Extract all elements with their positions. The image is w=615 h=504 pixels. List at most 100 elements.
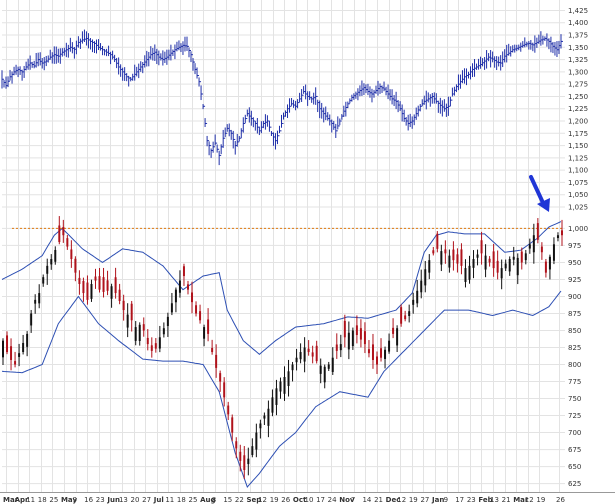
candle bbox=[30, 309, 33, 333]
y-tick-label: 1,350 bbox=[568, 44, 588, 52]
candle-body bbox=[66, 238, 69, 247]
y-tick-label: 850 bbox=[568, 327, 581, 335]
x-tick-day-label: 9 bbox=[444, 496, 448, 504]
candle-body bbox=[404, 315, 407, 320]
candle bbox=[162, 322, 165, 338]
candle bbox=[174, 287, 177, 313]
y-tick-label: 1,175 bbox=[568, 130, 588, 138]
x-tick-day-label: 18 bbox=[177, 496, 186, 504]
candle bbox=[54, 246, 57, 265]
candle bbox=[195, 301, 198, 317]
candle-body bbox=[283, 376, 286, 394]
candle-body bbox=[223, 382, 226, 398]
price-bar bbox=[212, 141, 216, 153]
candle-body bbox=[524, 253, 527, 261]
x-tick-day-label: 9 bbox=[73, 496, 77, 504]
y-tick-label: 1,125 bbox=[568, 154, 588, 162]
candle bbox=[126, 303, 129, 338]
candle-body bbox=[331, 357, 334, 372]
candle bbox=[227, 401, 230, 421]
candle bbox=[94, 268, 97, 289]
x-tick-day-label: 13 bbox=[119, 496, 128, 504]
candle-body bbox=[528, 244, 531, 249]
x-tick-day-label: 27 bbox=[142, 496, 151, 504]
candle bbox=[315, 340, 318, 364]
candle-body bbox=[30, 313, 33, 326]
candle bbox=[339, 334, 342, 358]
candle-body bbox=[311, 352, 314, 357]
candle bbox=[38, 284, 41, 309]
price-bar bbox=[186, 36, 189, 51]
candle bbox=[26, 331, 29, 357]
grid-layer bbox=[2, 0, 565, 492]
candle bbox=[82, 277, 85, 302]
price-bar bbox=[232, 130, 236, 149]
price-bar bbox=[204, 118, 208, 128]
candle-body bbox=[351, 330, 354, 347]
price-bar bbox=[208, 141, 212, 156]
candle bbox=[544, 258, 547, 278]
candle-body bbox=[287, 371, 290, 387]
candle-body bbox=[62, 226, 65, 236]
price-bar bbox=[224, 127, 228, 138]
candle-body bbox=[110, 286, 113, 299]
candle bbox=[540, 242, 543, 260]
candle-body bbox=[259, 423, 262, 429]
y-tick-label: 875 bbox=[568, 310, 581, 318]
candle bbox=[287, 359, 290, 397]
y-tick-label: 1,275 bbox=[568, 81, 588, 89]
candle-body bbox=[90, 283, 93, 299]
x-tick-day-label: 11 bbox=[26, 496, 35, 504]
candle bbox=[376, 351, 378, 374]
candle bbox=[460, 243, 463, 275]
candle bbox=[239, 444, 242, 472]
candle-body bbox=[424, 269, 427, 286]
y-tick-label: 1,225 bbox=[568, 105, 588, 113]
x-tick-day-label: 12 bbox=[525, 496, 534, 504]
candle-body bbox=[255, 432, 258, 450]
candle bbox=[412, 292, 415, 314]
price-bar bbox=[192, 58, 196, 71]
candle bbox=[436, 231, 439, 253]
bollinger-bands bbox=[1, 221, 562, 488]
candle bbox=[178, 270, 181, 298]
candle bbox=[6, 331, 9, 355]
price-bar bbox=[244, 114, 248, 123]
candle-body bbox=[416, 290, 419, 304]
candle-body bbox=[279, 381, 282, 392]
candle-body bbox=[380, 348, 383, 358]
candle-body bbox=[215, 354, 218, 368]
y-tick-label: 750 bbox=[568, 395, 581, 403]
candle bbox=[142, 317, 145, 337]
candle-body bbox=[520, 251, 523, 263]
candle-body bbox=[512, 256, 515, 260]
candle bbox=[359, 319, 362, 348]
price-bar bbox=[202, 104, 206, 110]
candle bbox=[319, 358, 322, 384]
price-bar bbox=[190, 51, 194, 63]
candle bbox=[380, 338, 383, 362]
candle bbox=[484, 244, 487, 278]
candle bbox=[118, 283, 121, 305]
candle bbox=[488, 256, 491, 267]
candle-body bbox=[448, 255, 451, 268]
candle bbox=[46, 258, 49, 285]
candle bbox=[186, 280, 189, 295]
y-tick-label: 900 bbox=[568, 293, 581, 301]
price-bar bbox=[280, 114, 284, 128]
candle bbox=[170, 292, 173, 316]
candle-body bbox=[263, 415, 266, 419]
candle-body bbox=[299, 352, 302, 360]
x-tick-month-label: Jul bbox=[153, 496, 164, 504]
y-tick-label: 1,300 bbox=[568, 68, 588, 76]
x-tick-day-label: 23 bbox=[96, 496, 105, 504]
y-tick-label: 950 bbox=[568, 259, 581, 267]
price-bar bbox=[236, 134, 240, 147]
candle-body bbox=[126, 314, 129, 328]
candle bbox=[150, 337, 153, 358]
price-bar bbox=[196, 67, 200, 79]
candle bbox=[22, 334, 25, 355]
y-tick-label: 800 bbox=[568, 361, 581, 369]
